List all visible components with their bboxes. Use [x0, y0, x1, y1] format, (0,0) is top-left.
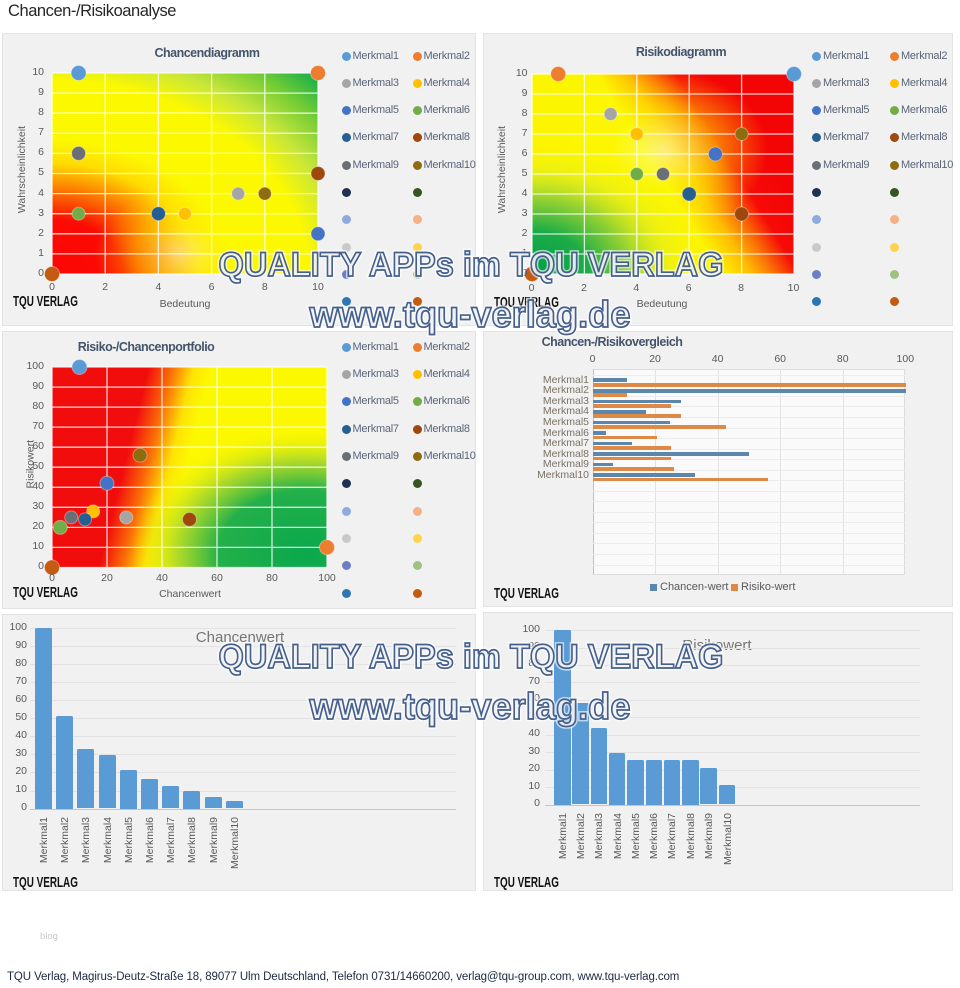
svg-text:www.tqu-verlag.de: www.tqu-verlag.de	[309, 294, 631, 335]
svg-text:www.tqu-verlag.de: www.tqu-verlag.de	[309, 686, 631, 727]
svg-text:QUALITY APPs im TQU VERLAG: QUALITY APPs im TQU VERLAG	[219, 638, 724, 676]
svg-text:QUALITY APPs im TQU VERLAG: QUALITY APPs im TQU VERLAG	[219, 246, 724, 284]
svg-text:www.tqu-verlag.de: www.tqu-verlag.de	[309, 294, 631, 335]
svg-text:www.tqu-verlag.de: www.tqu-verlag.de	[309, 686, 631, 727]
svg-text:QUALITY APPs im TQU VERLAG: QUALITY APPs im TQU VERLAG	[219, 246, 724, 284]
svg-text:QUALITY APPs im TQU VERLAG: QUALITY APPs im TQU VERLAG	[219, 638, 724, 676]
